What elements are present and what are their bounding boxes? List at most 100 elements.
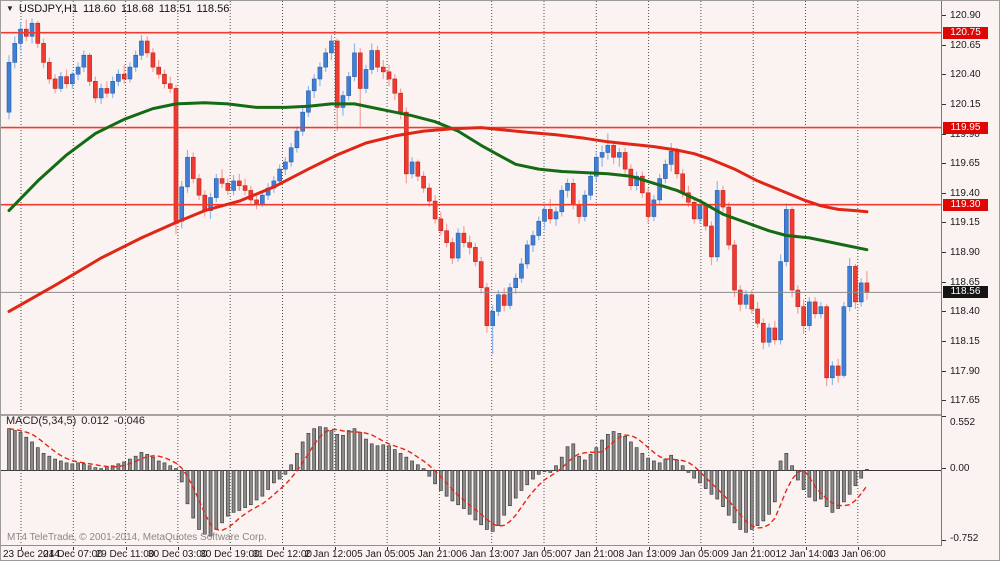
macd-histogram-bar (513, 470, 518, 499)
bear-candle (864, 282, 870, 293)
price-tick-label: 118.40 (950, 306, 980, 318)
bull-candle (294, 130, 300, 149)
price-tick-mark (942, 222, 946, 224)
macd-histogram-bar (318, 426, 322, 471)
macd-histogram-bar (295, 453, 299, 471)
macd-histogram-bar (237, 470, 242, 511)
price-scale-axis[interactable]: 120.90 120.65 120.40 120.15 119.90 119.65 119.… (941, 1, 999, 546)
bear-candle (576, 204, 582, 217)
macd-histogram-bar (208, 470, 213, 537)
macd-histogram-bar (254, 470, 259, 501)
price-tick-label: 120.65 (950, 39, 981, 51)
macd-histogram-bar (559, 456, 564, 471)
bid-price-badge: 118.56 (943, 286, 988, 299)
macd-histogram-bar (571, 443, 576, 471)
bear-candle (41, 43, 46, 63)
bull-candle (352, 52, 357, 77)
macd-histogram-bar (283, 470, 288, 475)
bear-candle (202, 194, 208, 211)
bear-candle (196, 178, 202, 196)
time-tick-label: 5 Jan 21:00 (409, 549, 462, 560)
bull-candle (98, 88, 104, 99)
macd-indicator-pane[interactable] (1, 414, 941, 546)
bear-candle (150, 52, 156, 68)
price-tick-label: 117.90 (950, 365, 980, 377)
time-tick-mark (387, 547, 389, 550)
price-chart-pane[interactable] (1, 1, 941, 412)
price-chart-canvas[interactable] (1, 1, 941, 412)
level-price-badge: 119.30 (943, 198, 988, 211)
ohlc-high: 118.68 (120, 3, 154, 15)
bull-candle (213, 178, 219, 198)
time-tick-mark (282, 547, 284, 550)
macd-histogram-bar (53, 458, 57, 471)
time-tick-label: 23 Dec 2014 (3, 549, 60, 560)
bull-candle (582, 194, 588, 217)
bull-candle (75, 66, 81, 75)
bull-candle (283, 161, 288, 170)
ma-green-line[interactable] (7, 101, 869, 252)
macd-histogram-bar (726, 470, 731, 516)
price-tick-label: 119.65 (950, 158, 980, 170)
macd-histogram-bar (795, 470, 800, 481)
bull-candle (306, 90, 311, 113)
bull-candle (766, 327, 772, 343)
macd-main-value: 0.012 (81, 415, 109, 427)
macd-histogram-bar (531, 470, 535, 480)
time-scale-axis[interactable]: 23 Dec 2014 24 Dec 07:00 29 Dec 11:00 30 De… (1, 547, 999, 560)
bear-candle (622, 152, 628, 170)
bull-candle (634, 175, 639, 186)
macd-histogram-bar (617, 433, 622, 471)
bull-candle (29, 22, 35, 37)
bear-candle (404, 111, 409, 175)
price-tick-mark (942, 14, 946, 16)
price-tick-mark (942, 163, 946, 165)
bear-candle (801, 306, 806, 326)
macd-histogram-bar (502, 470, 507, 516)
bear-candle (732, 244, 737, 291)
bull-candle (133, 54, 138, 68)
price-tick-label: 119.40 (950, 187, 980, 199)
macd-chart-canvas[interactable] (1, 416, 941, 545)
macd-histogram-bar (116, 463, 121, 471)
bull-candle (841, 306, 847, 376)
copyright-text: MT4 TeleTrade, © 2001-2014, MetaQuotes S… (7, 532, 267, 543)
bear-candle (760, 322, 766, 343)
macd-histogram-bar (12, 430, 17, 471)
macd-histogram-bar (675, 459, 679, 471)
time-tick-label: 9 Jan 05:00 (670, 549, 724, 560)
price-tick-label: 118.15 (950, 336, 980, 348)
bear-candle (703, 204, 709, 227)
macd-histogram-bar (450, 470, 455, 502)
macd-histogram-bar (698, 470, 702, 484)
macd-histogram-bar (749, 470, 754, 530)
macd-histogram-bar (87, 465, 92, 471)
macd-histogram-bar (162, 462, 167, 471)
macd-histogram-bar (663, 458, 668, 471)
macd-histogram-bar (600, 439, 604, 471)
symbol-dropdown-icon[interactable]: ▼ (6, 4, 14, 13)
bull-candle (524, 244, 530, 265)
time-tick-mark (73, 547, 75, 550)
macd-histogram-bar (248, 470, 253, 506)
macd-histogram-bar (277, 470, 282, 480)
macd-histogram-bar (778, 460, 783, 471)
macd-histogram-bar (64, 462, 69, 471)
bear-candle (219, 178, 225, 184)
bear-candle (720, 190, 726, 208)
bear-candle (450, 242, 455, 259)
bear-candle (173, 88, 179, 222)
level-price-badge: 119.95 (943, 121, 988, 134)
macd-histogram-bar (439, 470, 443, 491)
macd-histogram-bar (548, 470, 553, 473)
bear-candle (167, 83, 173, 89)
macd-histogram-bar (479, 470, 484, 526)
bull-candle (496, 294, 501, 312)
ma-red-line[interactable] (7, 126, 869, 313)
macd-histogram-bar (266, 470, 270, 490)
bear-candle (93, 81, 98, 99)
macd-histogram-bar (646, 457, 650, 471)
bull-candle (346, 76, 352, 96)
time-tick-label: 30 Dec 03:00 (147, 549, 208, 560)
bear-candle (64, 76, 69, 85)
